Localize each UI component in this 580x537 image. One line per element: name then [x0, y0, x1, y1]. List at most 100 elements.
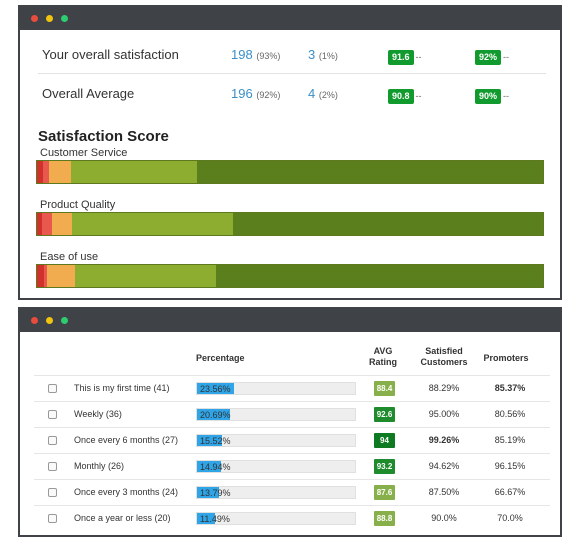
rating-badge: 94	[374, 433, 395, 448]
percentage-fill	[197, 409, 230, 420]
bar-segment	[47, 265, 76, 287]
close-dot-icon[interactable]	[31, 15, 38, 22]
percentage-bar: 23.56%	[196, 382, 356, 395]
summary-count: 198 (93%)	[231, 47, 281, 62]
percentage-bar: 15.52%	[196, 434, 356, 447]
row-label: Once every 3 months (24)	[74, 487, 179, 497]
percentage-bar: 11.49%	[196, 512, 356, 525]
bar-segment	[43, 161, 50, 183]
row-checkbox[interactable]	[48, 410, 57, 419]
table-row: This is my first time (41) 23.56% 88.4 88.2…	[34, 375, 550, 401]
row-checkbox[interactable]	[48, 436, 57, 445]
bar-label: Customer Service	[40, 147, 128, 159]
summary-label: Your overall satisfaction	[42, 47, 179, 62]
summary-label: Overall Average	[42, 86, 135, 101]
promoters-value: 85.37%	[494, 383, 526, 393]
minimize-dot-icon[interactable]	[46, 317, 53, 324]
header-percentage: Percentage	[196, 353, 245, 363]
row-label: This is my first time (41)	[74, 383, 170, 393]
satisfied-value: 94.62%	[428, 461, 460, 471]
summary-count-2: 3 (1%)	[308, 47, 338, 62]
rating-badge: 88.8	[374, 511, 395, 526]
rating-badge: 88.4	[374, 381, 395, 396]
bar-segment	[37, 265, 45, 287]
bar-segment	[42, 213, 53, 235]
percent-badge: 92% --	[475, 47, 509, 65]
percentage-fill	[197, 461, 221, 472]
row-label: Monthly (26)	[74, 461, 125, 471]
bar-segment	[72, 213, 233, 235]
bar-segment	[52, 213, 73, 235]
minimize-dot-icon[interactable]	[46, 15, 53, 22]
row-label: Once every 6 months (27)	[74, 435, 179, 445]
frequency-window: Percentage AVG Rating Satisfied Customers …	[18, 307, 562, 537]
percentage-bar: 13.79%	[196, 486, 356, 499]
promoters-value: 80.56%	[494, 409, 526, 419]
bar-label: Product Quality	[40, 199, 116, 211]
table-row: Once every 3 months (24) 13.79% 87.6 87.50%…	[34, 479, 550, 505]
percentage-text: 20.69%	[200, 410, 231, 420]
summary-row: Overall Average 196 (92%) 4 (2%) 90.8 -- …	[38, 75, 546, 113]
score-badge: 90.8 --	[388, 86, 422, 104]
promoters-value: 85.19%	[494, 435, 526, 445]
score-bar	[36, 264, 544, 288]
satisfied-value: 90.0%	[431, 513, 457, 523]
summary-count-2: 4 (2%)	[308, 86, 338, 101]
maximize-dot-icon[interactable]	[61, 15, 68, 22]
percentage-text: 14.94%	[200, 462, 231, 472]
window-titlebar	[20, 7, 560, 30]
satisfaction-score-title: Satisfaction Score	[38, 128, 169, 145]
table-row: Once every 6 months (27) 15.52% 94 99.26% 85…	[34, 427, 550, 453]
satisfaction-window: Your overall satisfaction 198 (93%) 3 (1…	[18, 5, 562, 300]
satisfied-value: 87.50%	[428, 487, 460, 497]
percentage-fill	[197, 487, 219, 498]
close-dot-icon[interactable]	[31, 317, 38, 324]
percentage-fill	[197, 383, 235, 394]
bar-segment	[216, 265, 543, 287]
percent-badge: 90% --	[475, 86, 509, 104]
table-row: Weekly (36) 20.69% 92.6 95.00% 80.56%	[34, 401, 550, 427]
satisfied-value: 99.26%	[428, 435, 460, 445]
promoters-value: 70.0%	[497, 513, 523, 523]
percentage-bar: 20.69%	[196, 408, 356, 421]
row-checkbox[interactable]	[48, 462, 57, 471]
rating-badge: 92.6	[374, 407, 395, 422]
score-bar	[36, 160, 544, 184]
rating-badge: 93.2	[374, 459, 395, 474]
summary-count: 196 (92%)	[231, 86, 281, 101]
percentage-text: 11.49%	[200, 514, 230, 524]
score-bar	[36, 212, 544, 236]
bar-segment	[232, 213, 543, 235]
row-label: Once a year or less (20)	[74, 513, 171, 523]
percentage-text: 23.56%	[200, 384, 231, 394]
table-row: Once a year or less (20) 11.49% 88.8 90.0% 7…	[34, 505, 550, 531]
rating-badge: 87.6	[374, 485, 395, 500]
header-satisfied-customers: Satisfied Customers	[420, 346, 468, 367]
percentage-text: 15.52%	[200, 436, 231, 446]
row-label: Weekly (36)	[74, 409, 122, 419]
bar-segment	[37, 213, 43, 235]
header-promoters: Promoters	[483, 353, 529, 363]
percentage-fill	[197, 513, 216, 524]
bar-segment	[197, 161, 543, 183]
promoters-value: 96.15%	[494, 461, 526, 471]
window-titlebar	[20, 309, 560, 332]
satisfied-value: 88.29%	[428, 383, 460, 393]
score-badge: 91.6 --	[388, 47, 422, 65]
maximize-dot-icon[interactable]	[61, 317, 68, 324]
bar-segment	[44, 265, 48, 287]
row-checkbox[interactable]	[48, 384, 57, 393]
header-avg-rating: AVG Rating	[369, 346, 397, 367]
bar-segment	[49, 161, 71, 183]
bar-segment	[75, 265, 217, 287]
percentage-text: 13.79%	[200, 488, 231, 498]
table-row: Monthly (26) 14.94% 93.2 94.62% 96.15%	[34, 453, 550, 479]
summary-row: Your overall satisfaction 198 (93%) 3 (1…	[38, 36, 546, 74]
percentage-fill	[197, 435, 222, 446]
row-checkbox[interactable]	[48, 488, 57, 497]
bar-segment	[70, 161, 198, 183]
row-checkbox[interactable]	[48, 514, 57, 523]
bar-label: Ease of use	[40, 251, 99, 263]
promoters-value: 66.67%	[494, 487, 526, 497]
bar-segment	[37, 161, 44, 183]
